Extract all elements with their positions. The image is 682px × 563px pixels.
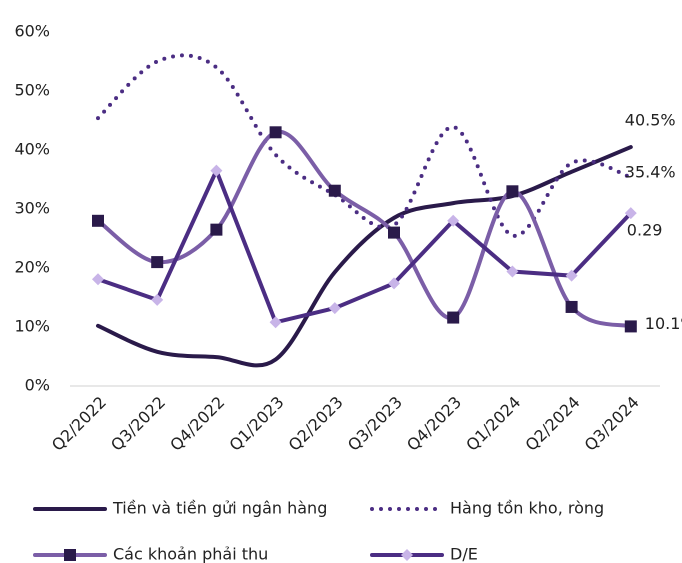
legend-label: D/E	[450, 545, 478, 563]
x-tick-label: Q1/2023	[225, 393, 287, 455]
marker	[506, 265, 519, 278]
marker	[506, 185, 519, 198]
marker	[388, 226, 400, 239]
marker	[624, 320, 637, 333]
y-tick-label: 40%	[14, 140, 50, 159]
marker	[565, 300, 578, 313]
data-label: 40.5%	[625, 111, 676, 130]
x-tick-label: Q1/2024	[462, 393, 524, 455]
series-line	[96, 129, 633, 329]
marker	[92, 273, 104, 286]
x-tick-label: Q3/2023	[344, 393, 406, 455]
y-tick-label: 0%	[25, 376, 50, 395]
legend-item: Các khoản phải thu	[33, 545, 268, 563]
marker	[210, 223, 223, 236]
series: 0.29	[92, 164, 663, 329]
series-line	[96, 53, 633, 238]
marker	[624, 207, 637, 220]
data-label: 0.29	[627, 221, 663, 240]
legend-item: Tiền và tiền gửi ngân hàng	[33, 499, 327, 518]
marker	[565, 269, 578, 282]
marker	[447, 214, 460, 227]
data-label: 35.4%	[625, 163, 676, 182]
series: 10.1%	[92, 126, 682, 333]
y-tick-label: 50%	[14, 81, 50, 100]
x-tick-label: Q2/2024	[521, 393, 583, 455]
x-tick-label: Q2/2022	[48, 393, 110, 455]
marker	[388, 277, 400, 290]
marker	[328, 302, 341, 315]
legend-label: Tiền và tiền gửi ngân hàng	[112, 499, 327, 518]
legend-item: D/E	[370, 545, 478, 563]
marker	[151, 256, 164, 269]
series: 40.5%	[96, 111, 676, 368]
legend-marker	[64, 549, 76, 561]
marker	[269, 126, 282, 139]
marker	[328, 184, 341, 197]
marker	[269, 316, 282, 329]
series-line	[96, 165, 633, 325]
legend-label: Hàng tồn kho, ròng	[450, 499, 604, 518]
y-tick-label: 20%	[14, 258, 50, 277]
legend-item: Hàng tồn kho, ròng	[370, 499, 604, 518]
y-tick-label: 30%	[14, 199, 50, 218]
x-tick-label: Q3/2022	[107, 393, 169, 455]
x-tick-label: Q2/2023	[285, 393, 347, 455]
marker	[151, 293, 164, 306]
legend-marker	[401, 549, 413, 561]
legend-label: Các khoản phải thu	[113, 545, 268, 563]
marker	[92, 214, 104, 227]
x-tick-label: Q3/2024	[581, 393, 643, 455]
series: 35.4%	[96, 53, 676, 238]
series-line	[96, 145, 633, 368]
marker	[210, 164, 223, 177]
y-tick-label: 10%	[14, 317, 50, 336]
x-tick-label: Q4/2023	[403, 393, 465, 455]
x-tick-label: Q4/2022	[166, 393, 228, 455]
y-tick-label: 60%	[14, 22, 50, 41]
marker	[447, 311, 460, 324]
data-label: 10.1%	[645, 314, 682, 333]
